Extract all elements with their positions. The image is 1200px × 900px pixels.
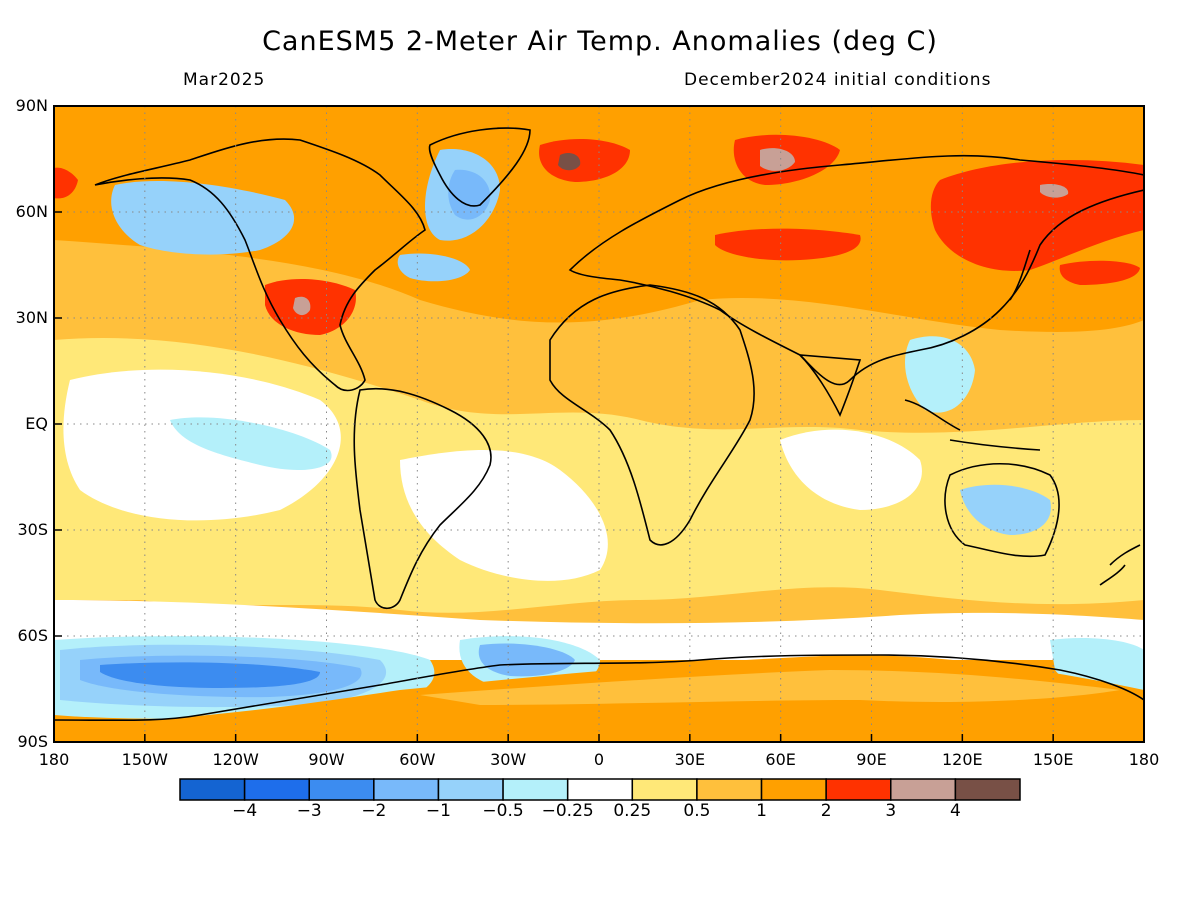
initial-conditions-label: December2024 initial conditions bbox=[684, 70, 992, 90]
lon-label: 180 bbox=[1128, 750, 1160, 769]
colorbar-swatch bbox=[760, 778, 827, 801]
colorbar-tick-label: −1 bbox=[425, 801, 451, 821]
lat-label: 90N bbox=[15, 96, 48, 115]
colorbar-tick-label: −0.25 bbox=[541, 801, 594, 821]
colorbar-swatch bbox=[696, 778, 763, 801]
forecast-month: Mar2025 bbox=[183, 70, 266, 90]
colorbar-tick-label: 1 bbox=[756, 801, 767, 821]
lat-label: 90S bbox=[17, 732, 48, 751]
colorbar-swatch bbox=[179, 778, 246, 801]
map-title: CanESM5 2-Meter Air Temp. Anomalies (deg… bbox=[262, 26, 938, 57]
colorbar-swatch bbox=[437, 778, 504, 801]
colorbar-swatch bbox=[308, 778, 375, 801]
lat-label: 60S bbox=[17, 626, 48, 645]
lon-label: 90W bbox=[308, 750, 345, 769]
colorbar-tick-label: 3 bbox=[885, 801, 897, 821]
axis-ticks bbox=[53, 105, 1145, 743]
lon-label: 90E bbox=[856, 750, 887, 769]
colorbar-tick-label: −4 bbox=[232, 801, 258, 821]
lon-label: 180 bbox=[38, 750, 70, 769]
lat-label: 30S bbox=[17, 520, 48, 539]
colorbar-swatch bbox=[243, 778, 310, 801]
colorbar bbox=[179, 778, 1021, 801]
colorbar-swatch bbox=[954, 778, 1021, 801]
colorbar-swatch bbox=[631, 778, 698, 801]
colorbar-tick-label: −2 bbox=[361, 801, 387, 821]
colorbar-swatch bbox=[890, 778, 957, 801]
lon-label: 120E bbox=[942, 750, 983, 769]
colorbar-tick-label: −3 bbox=[296, 801, 322, 821]
colorbar-tick-label: 4 bbox=[949, 801, 961, 821]
colorbar-swatch bbox=[373, 778, 440, 801]
colorbar-tick-label: 0.5 bbox=[683, 801, 711, 821]
lat-label: 30N bbox=[15, 308, 48, 327]
lon-label: 60W bbox=[399, 750, 436, 769]
lon-label: 0 bbox=[593, 750, 605, 769]
lat-label: 60N bbox=[15, 202, 48, 221]
colorbar-tick-label: 0.25 bbox=[613, 801, 652, 821]
lon-label: 150W bbox=[121, 750, 168, 769]
anomaly-field bbox=[54, 106, 1144, 742]
colorbar-tick-label: 2 bbox=[820, 801, 832, 821]
colorbar-swatch bbox=[825, 778, 892, 801]
lon-label: 150E bbox=[1032, 750, 1074, 769]
colorbar-tick-label: −0.5 bbox=[482, 801, 524, 821]
lon-label: 30E bbox=[674, 750, 706, 769]
colorbar-swatch bbox=[502, 778, 569, 801]
lon-label: 30W bbox=[490, 750, 527, 769]
lon-label: 60E bbox=[765, 750, 796, 769]
colorbar-swatch bbox=[566, 778, 634, 801]
lat-label: EQ bbox=[25, 414, 48, 433]
lon-label: 120W bbox=[212, 750, 259, 769]
